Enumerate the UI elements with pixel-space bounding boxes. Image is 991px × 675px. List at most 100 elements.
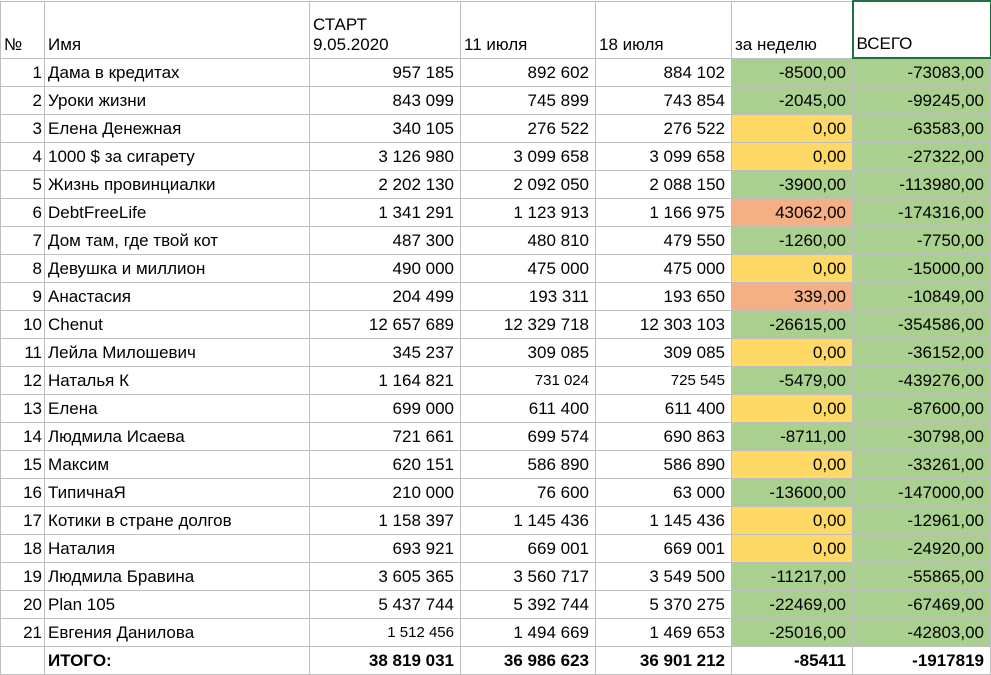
jul18-cell[interactable]: 3 549 500 (595, 562, 732, 591)
start-cell[interactable]: 210 000 (309, 478, 461, 507)
totals-week[interactable]: -85411 (731, 646, 853, 675)
row-number-cell[interactable]: 9 (0, 282, 45, 311)
header-name[interactable]: Имя (44, 0, 310, 59)
week-change-cell[interactable]: 0,00 (731, 394, 853, 423)
row-number-cell[interactable]: 6 (0, 198, 45, 227)
totals-jul18[interactable]: 36 901 212 (595, 646, 732, 675)
week-change-cell[interactable]: -13600,00 (731, 478, 853, 507)
row-number-cell[interactable]: 12 (0, 366, 45, 395)
week-change-cell[interactable]: 43062,00 (731, 198, 853, 227)
start-cell[interactable]: 487 300 (309, 226, 461, 255)
jul11-cell[interactable]: 193 311 (460, 282, 596, 311)
row-number-cell[interactable]: 14 (0, 422, 45, 451)
start-cell[interactable]: 1 512 456 (309, 618, 461, 647)
row-number-cell[interactable]: 5 (0, 170, 45, 199)
jul11-cell[interactable]: 745 899 (460, 86, 596, 115)
total-change-cell[interactable]: -36152,00 (852, 338, 991, 367)
start-cell[interactable]: 1 158 397 (309, 506, 461, 535)
name-cell[interactable]: Девушка и миллион (44, 254, 310, 283)
name-cell[interactable]: 1000 $ за сигарету (44, 142, 310, 171)
week-change-cell[interactable]: 339,00 (731, 282, 853, 311)
jul11-cell[interactable]: 76 600 (460, 478, 596, 507)
total-change-cell[interactable]: -33261,00 (852, 450, 991, 479)
jul11-cell[interactable]: 669 001 (460, 534, 596, 563)
jul11-cell[interactable]: 480 810 (460, 226, 596, 255)
header-num[interactable]: № (0, 0, 45, 59)
name-cell[interactable]: Дама в кредитах (44, 57, 310, 87)
start-cell[interactable]: 699 000 (309, 394, 461, 423)
name-cell[interactable]: Елена (44, 394, 310, 423)
total-change-cell[interactable]: -30798,00 (852, 422, 991, 451)
total-change-cell[interactable]: -55865,00 (852, 562, 991, 591)
jul18-cell[interactable]: 743 854 (595, 86, 732, 115)
header-start[interactable]: СТАРТ 9.05.2020 (309, 0, 461, 59)
jul18-cell[interactable]: 475 000 (595, 254, 732, 283)
start-cell[interactable]: 3 605 365 (309, 562, 461, 591)
total-change-cell[interactable]: -10849,00 (852, 282, 991, 311)
header-jul11[interactable]: 11 июля (460, 0, 596, 59)
jul18-cell[interactable]: 690 863 (595, 422, 732, 451)
row-number-cell[interactable]: 7 (0, 226, 45, 255)
week-change-cell[interactable]: 0,00 (731, 506, 853, 535)
start-cell[interactable]: 340 105 (309, 114, 461, 143)
totals-label[interactable]: ИТОГО: (44, 646, 310, 675)
week-change-cell[interactable]: -22469,00 (731, 590, 853, 619)
total-change-cell[interactable]: -15000,00 (852, 254, 991, 283)
week-change-cell[interactable]: -2045,00 (731, 86, 853, 115)
row-number-cell[interactable]: 15 (0, 450, 45, 479)
total-change-cell[interactable]: -7750,00 (852, 226, 991, 255)
name-cell[interactable]: Евгения Данилова (44, 618, 310, 647)
row-number-cell[interactable]: 10 (0, 310, 45, 339)
start-cell[interactable]: 843 099 (309, 86, 461, 115)
row-number-cell[interactable]: 3 (0, 114, 45, 143)
start-cell[interactable]: 1 164 821 (309, 366, 461, 395)
row-number-cell[interactable]: 18 (0, 534, 45, 563)
start-cell[interactable]: 721 661 (309, 422, 461, 451)
jul18-cell[interactable]: 725 545 (595, 366, 732, 395)
jul18-cell[interactable]: 2 088 150 (595, 170, 732, 199)
row-number-cell[interactable]: 4 (0, 142, 45, 171)
start-cell[interactable]: 2 202 130 (309, 170, 461, 199)
jul18-cell[interactable]: 12 303 103 (595, 310, 732, 339)
jul11-cell[interactable]: 1 123 913 (460, 198, 596, 227)
name-cell[interactable]: DebtFreeLife (44, 198, 310, 227)
header-week[interactable]: за неделю (731, 0, 853, 59)
jul18-cell[interactable]: 479 550 (595, 226, 732, 255)
total-change-cell[interactable]: -354586,00 (852, 310, 991, 339)
total-change-cell[interactable]: -113980,00 (852, 170, 991, 199)
start-cell[interactable]: 204 499 (309, 282, 461, 311)
row-number-cell[interactable]: 1 (0, 57, 45, 87)
name-cell[interactable]: Максим (44, 450, 310, 479)
name-cell[interactable]: Plan 105 (44, 590, 310, 619)
week-change-cell[interactable]: 0,00 (731, 142, 853, 171)
name-cell[interactable]: Жизнь провинциалки (44, 170, 310, 199)
name-cell[interactable]: Наталия (44, 534, 310, 563)
total-change-cell[interactable]: -99245,00 (852, 86, 991, 115)
start-cell[interactable]: 1 341 291 (309, 198, 461, 227)
totals-total[interactable]: -1917819 (852, 646, 991, 675)
jul11-cell[interactable]: 1 145 436 (460, 506, 596, 535)
start-cell[interactable]: 957 185 (309, 57, 461, 87)
total-change-cell[interactable]: -439276,00 (852, 366, 991, 395)
row-number-cell[interactable]: 17 (0, 506, 45, 535)
name-cell[interactable]: Наталья К (44, 366, 310, 395)
name-cell[interactable]: Людмила Бравина (44, 562, 310, 591)
totals-jul11[interactable]: 36 986 623 (460, 646, 596, 675)
total-change-cell[interactable]: -73083,00 (852, 57, 991, 87)
jul11-cell[interactable]: 699 574 (460, 422, 596, 451)
name-cell[interactable]: Лейла Милошевич (44, 338, 310, 367)
start-cell[interactable]: 5 437 744 (309, 590, 461, 619)
total-change-cell[interactable]: -147000,00 (852, 478, 991, 507)
name-cell[interactable]: Дом там, где твой кот (44, 226, 310, 255)
start-cell[interactable]: 3 126 980 (309, 142, 461, 171)
week-change-cell[interactable]: 0,00 (731, 114, 853, 143)
name-cell[interactable]: Анастасия (44, 282, 310, 311)
jul11-cell[interactable]: 731 024 (460, 366, 596, 395)
row-number-cell[interactable]: 13 (0, 394, 45, 423)
jul11-cell[interactable]: 5 392 744 (460, 590, 596, 619)
jul11-cell[interactable]: 12 329 718 (460, 310, 596, 339)
name-cell[interactable]: Уроки жизни (44, 86, 310, 115)
jul18-cell[interactable]: 1 469 653 (595, 618, 732, 647)
total-change-cell[interactable]: -27322,00 (852, 142, 991, 171)
name-cell[interactable]: Елена Денежная (44, 114, 310, 143)
